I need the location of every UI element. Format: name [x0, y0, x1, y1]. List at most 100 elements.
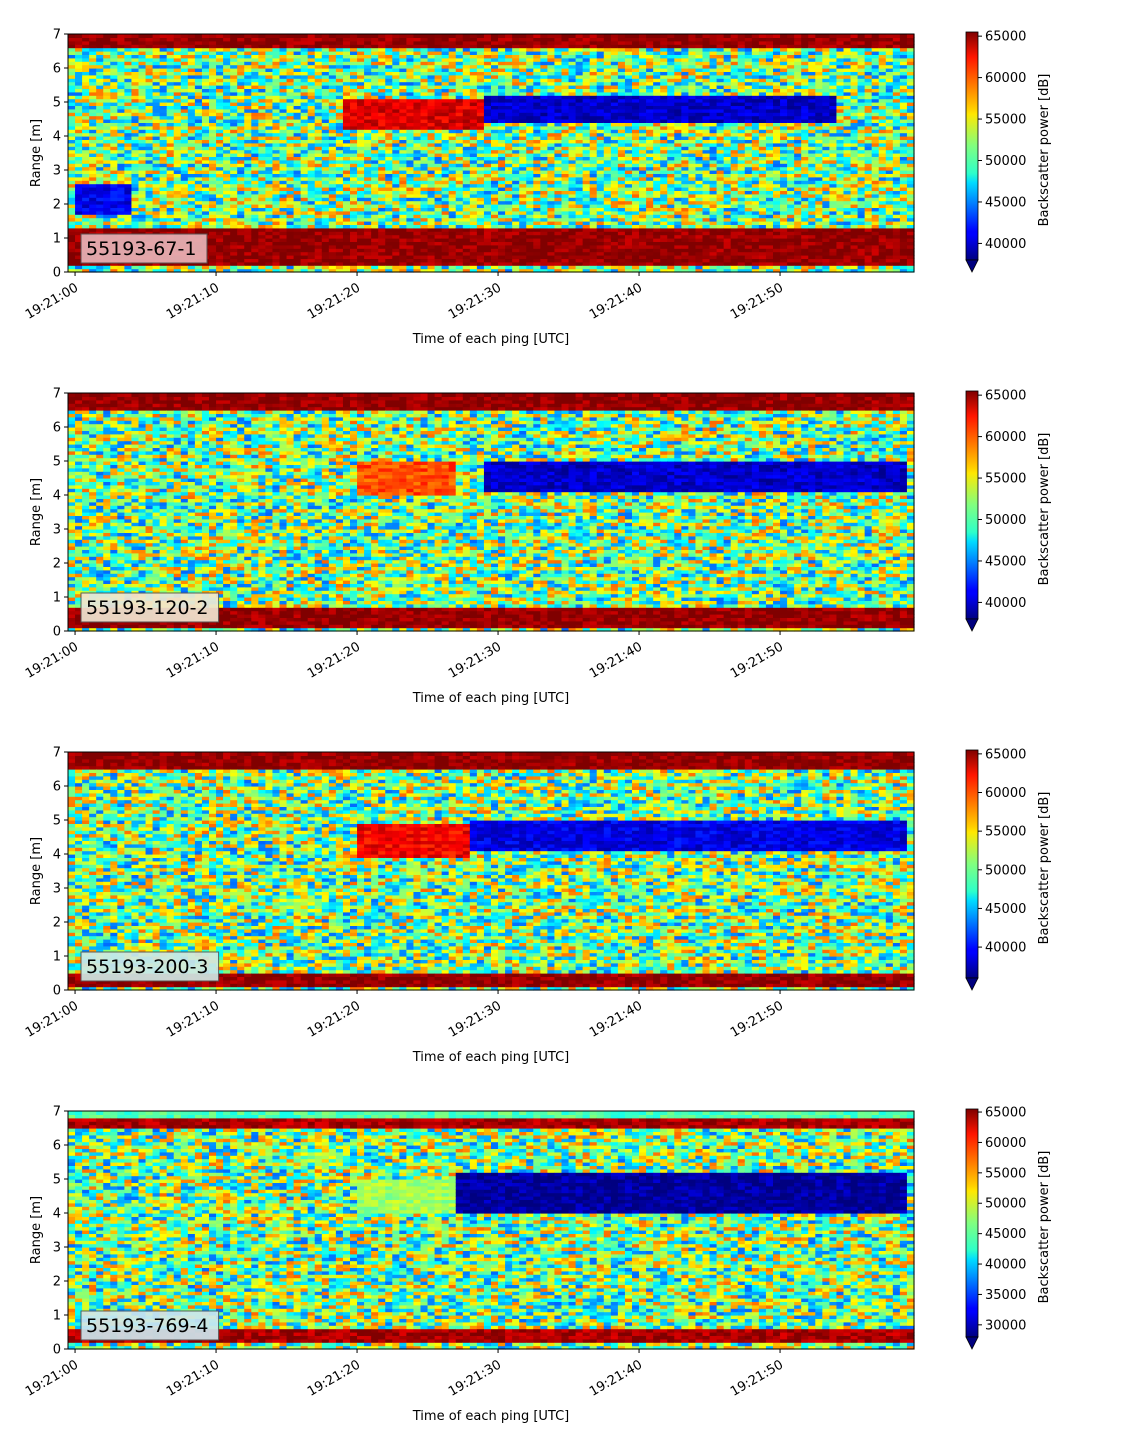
- heatmap-cell: [512, 194, 520, 198]
- heatmap-cell: [569, 211, 577, 215]
- heatmap-cell: [287, 143, 295, 147]
- heatmap-cell: [301, 150, 309, 154]
- heatmap-cell: [216, 194, 224, 198]
- heatmap-cell: [484, 184, 492, 188]
- heatmap-cell: [68, 228, 76, 232]
- heatmap-cell: [251, 235, 259, 239]
- heatmap-cell: [477, 143, 485, 147]
- heatmap-cell: [413, 201, 421, 205]
- heatmap-cell: [139, 177, 147, 181]
- heatmap-cell: [519, 228, 527, 232]
- heatmap-cell: [75, 184, 83, 188]
- heatmap-cell: [540, 177, 548, 181]
- heatmap-cell: [498, 252, 506, 256]
- heatmap-cell: [146, 218, 154, 222]
- heatmap-cell: [223, 133, 231, 137]
- heatmap-cell: [195, 177, 203, 181]
- heatmap-cell: [533, 160, 541, 164]
- heatmap-cell: [322, 150, 330, 154]
- heatmap-cell: [244, 143, 252, 147]
- heatmap-cell: [209, 160, 217, 164]
- heatmap-cell: [562, 228, 570, 232]
- heatmap-cell: [209, 252, 217, 256]
- heatmap-cell: [237, 228, 245, 232]
- heatmap-cell: [146, 133, 154, 137]
- heatmap-cell: [421, 150, 429, 154]
- heatmap-cell: [167, 143, 175, 147]
- heatmap-cell: [301, 177, 309, 181]
- heatmap-cell: [519, 245, 527, 249]
- heatmap-cell: [540, 184, 548, 188]
- heatmap-cell: [251, 245, 259, 249]
- heatmap-cell: [350, 133, 358, 137]
- heatmap-cell: [364, 150, 372, 154]
- heatmap-cell: [131, 218, 139, 222]
- heatmap-cell: [251, 201, 259, 205]
- heatmap-cell: [336, 235, 344, 239]
- heatmap-cell: [428, 265, 436, 269]
- heatmap-cell: [385, 235, 393, 239]
- heatmap-cell: [371, 218, 379, 222]
- heatmap-cell: [540, 143, 548, 147]
- heatmap-cell: [470, 150, 478, 154]
- heatmap-cell: [322, 133, 330, 137]
- heatmap-cell: [463, 143, 471, 147]
- heatmap-cell: [223, 194, 231, 198]
- heatmap-cell: [428, 201, 436, 205]
- heatmap-cell: [174, 150, 182, 154]
- heatmap-cell: [491, 265, 499, 269]
- heatmap-cell: [131, 201, 139, 205]
- heatmap-cell: [562, 167, 570, 171]
- heatmap-cell: [357, 218, 365, 222]
- heatmap-cell: [371, 211, 379, 215]
- heatmap-cell: [82, 228, 90, 232]
- heatmap-cell: [491, 150, 499, 154]
- heatmap-cell: [167, 133, 175, 137]
- heatmap-cell: [371, 160, 379, 164]
- heatmap-cell: [230, 265, 238, 269]
- heatmap-cell: [463, 177, 471, 181]
- heatmap-cell: [89, 194, 97, 198]
- heatmap-cell: [533, 265, 541, 269]
- heatmap-cell: [547, 228, 555, 232]
- heatmap-cell: [533, 167, 541, 171]
- heatmap-cell: [272, 194, 280, 198]
- heatmap-cell: [167, 194, 175, 198]
- heatmap-cell: [131, 265, 139, 269]
- heatmap-cell: [110, 211, 118, 215]
- heatmap-cell: [188, 184, 196, 188]
- heatmap-cell: [272, 143, 280, 147]
- heatmap-cell: [75, 228, 83, 232]
- heatmap-cell: [237, 160, 245, 164]
- heatmap-cell: [153, 265, 161, 269]
- heatmap-cell: [526, 177, 534, 181]
- heatmap-cell: [364, 133, 372, 137]
- heatmap-cell: [562, 160, 570, 164]
- heatmap-cell: [89, 133, 97, 137]
- heatmap-cell: [301, 245, 309, 249]
- heatmap-cell: [301, 235, 309, 239]
- heatmap-cell: [378, 252, 386, 256]
- heatmap-cell: [82, 34, 90, 38]
- heatmap-cell: [68, 143, 76, 147]
- heatmap-cell: [131, 34, 139, 38]
- heatmap-cell: [392, 201, 400, 205]
- heatmap-cell: [364, 228, 372, 232]
- heatmap-cell: [378, 194, 386, 198]
- heatmap-cell: [230, 194, 238, 198]
- heatmap-cell: [392, 228, 400, 232]
- heatmap-cell: [406, 150, 414, 154]
- heatmap-cell: [280, 160, 288, 164]
- heatmap-cell: [82, 201, 90, 205]
- heatmap-cell: [540, 252, 548, 256]
- heatmap-cell: [336, 177, 344, 181]
- heatmap-cell: [484, 245, 492, 249]
- heatmap-cell: [146, 160, 154, 164]
- heatmap-cell: [456, 218, 464, 222]
- heatmap-cell: [110, 160, 118, 164]
- heatmap-cell: [526, 252, 534, 256]
- heatmap-cell: [146, 150, 154, 154]
- heatmap-cell: [435, 184, 443, 188]
- heatmap-cell: [272, 34, 280, 38]
- heatmap-cell: [181, 143, 189, 147]
